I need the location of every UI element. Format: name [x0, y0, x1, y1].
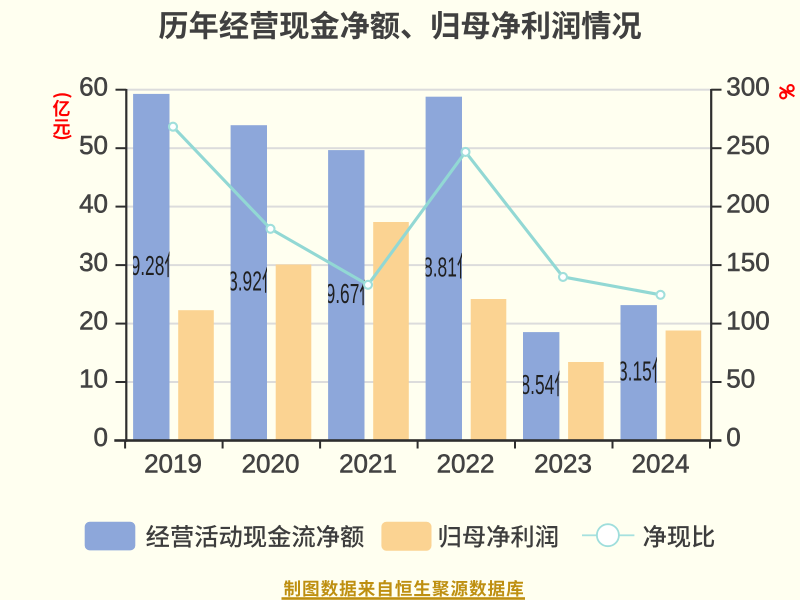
- svg-text:10: 10: [79, 364, 108, 394]
- svg-text:100: 100: [726, 305, 769, 335]
- svg-text:2023: 2023: [534, 449, 592, 479]
- svg-text:250: 250: [726, 130, 769, 160]
- svg-text:18.54: 18.54: [511, 369, 554, 400]
- svg-text:60: 60: [79, 71, 108, 101]
- svg-text:30: 30: [79, 247, 108, 277]
- svg-text:49.67: 49.67: [316, 278, 359, 309]
- svg-text:59.28: 59.28: [121, 250, 164, 281]
- svg-text:23.15: 23.15: [608, 355, 651, 386]
- svg-text:40: 40: [79, 188, 108, 218]
- svg-text:0: 0: [94, 422, 108, 452]
- svg-text:150: 150: [726, 247, 769, 277]
- svg-text:20: 20: [79, 305, 108, 335]
- svg-text:2019: 2019: [144, 449, 202, 479]
- svg-text:2022: 2022: [437, 449, 495, 479]
- svg-text:200: 200: [726, 188, 769, 218]
- svg-text:53.92: 53.92: [218, 265, 261, 296]
- svg-text:50: 50: [726, 364, 755, 394]
- svg-text:0: 0: [726, 422, 740, 452]
- svg-text:2024: 2024: [632, 449, 690, 479]
- svg-text:2021: 2021: [339, 449, 397, 479]
- svg-text:300: 300: [726, 71, 769, 101]
- svg-text:50: 50: [79, 130, 108, 160]
- svg-text:2020: 2020: [242, 449, 300, 479]
- svg-text:58.81: 58.81: [413, 251, 456, 282]
